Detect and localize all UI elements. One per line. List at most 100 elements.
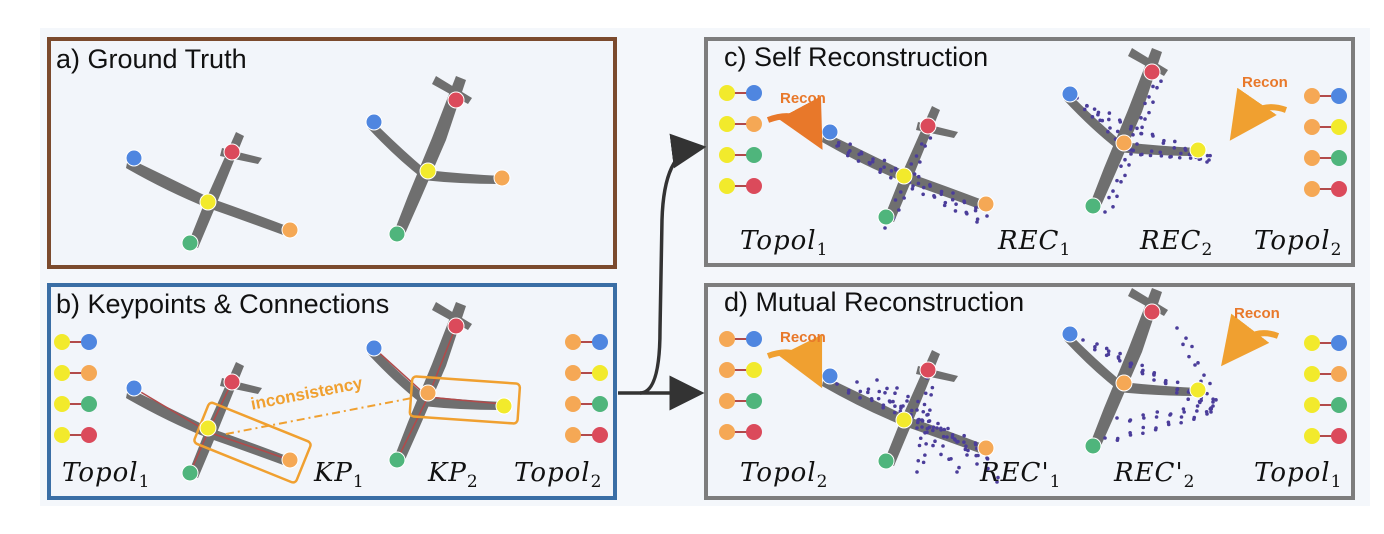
panel-self-reconstruction	[704, 37, 1355, 267]
topology-node-red	[592, 427, 608, 443]
label-kp-2: KP2	[428, 458, 479, 493]
topology-node-yellow	[719, 147, 735, 163]
skeleton-link	[396, 396, 429, 461]
recon-label-c-right: Recon	[1242, 74, 1288, 91]
topology-node-yellow	[54, 427, 70, 443]
inconsistency-box-left	[193, 401, 312, 484]
topology-node-red	[81, 427, 97, 443]
topology-node-yellow	[54, 396, 70, 412]
topology-node-green	[1331, 150, 1347, 166]
keypoint-red	[1143, 303, 1161, 321]
keypoint-yellow	[495, 397, 513, 415]
topology-node-yellow	[1304, 397, 1320, 413]
keypoint-green	[388, 451, 406, 469]
keypoint-blue	[365, 113, 383, 131]
keypoint-blue	[1061, 85, 1079, 103]
panel-title-ground-truth: a) Ground Truth	[56, 44, 247, 74]
topology-node-red	[746, 424, 762, 440]
keypoint-red	[919, 117, 937, 135]
topology-node-blue	[746, 331, 762, 347]
recon-label-d-right: Recon	[1234, 305, 1280, 322]
topology-node-yellow	[1304, 366, 1320, 382]
keypoint-yellow	[1189, 141, 1207, 159]
recon-arrow-c-left	[766, 96, 823, 150]
topology-node-orange	[565, 427, 581, 443]
keypoint-green	[181, 464, 199, 482]
label-topol-2-d: Topol2	[740, 458, 829, 493]
topology-legend-topol1-b	[54, 334, 97, 443]
topology-node-orange	[719, 331, 735, 347]
keypoint-orange	[1115, 134, 1133, 152]
topology-node-orange	[719, 362, 735, 378]
airplane-point-cloud	[822, 106, 988, 222]
topology-node-yellow	[1304, 428, 1320, 444]
keypoint-green	[1084, 437, 1102, 455]
label-topol-1-d: Topol1	[1254, 458, 1343, 493]
topology-node-yellow	[719, 116, 735, 132]
recon-arrow-d-left	[766, 334, 823, 389]
keypoint-orange	[1115, 374, 1133, 392]
skeleton-link	[427, 325, 457, 398]
topology-node-green	[746, 393, 762, 409]
reconstruction-points-rec-prime1	[835, 376, 1000, 484]
topology-node-orange	[565, 365, 581, 381]
topology-node-blue	[746, 85, 762, 101]
topology-node-orange	[1304, 150, 1320, 166]
topology-node-yellow	[719, 178, 735, 194]
keypoint-green	[877, 208, 895, 226]
panel-title-keypoints: b) Keypoints & Connections	[56, 289, 390, 319]
keypoint-yellow	[895, 167, 913, 185]
airplane-point-cloud	[1064, 48, 1198, 208]
inconsistency-box-right	[408, 375, 522, 425]
airplane-point-cloud	[822, 350, 988, 466]
topology-node-orange	[719, 393, 735, 409]
label-topol-2-c: Topol2	[1254, 226, 1343, 261]
keypoint-orange	[419, 384, 437, 402]
topology-node-orange	[565, 334, 581, 350]
keypoint-red	[919, 361, 937, 379]
topology-node-yellow	[746, 362, 762, 378]
topology-legend-topol2-c	[1304, 88, 1347, 197]
panel-ground-truth	[47, 37, 617, 269]
topology-node-yellow	[719, 85, 735, 101]
label-rec-prime-2-d: REC'2	[1114, 458, 1196, 493]
keypoint-green	[877, 452, 895, 470]
flow-arrow-to-self-reconstruction	[618, 133, 707, 395]
keypoint-orange	[977, 439, 995, 457]
keypoint-red	[223, 143, 241, 161]
keypoint-blue	[125, 379, 143, 397]
keypoint-red	[447, 317, 465, 335]
topology-node-blue	[592, 334, 608, 350]
topology-legend-topol2-b	[565, 334, 608, 443]
panel-title-self-reconstruction: c) Self Reconstruction	[724, 42, 989, 72]
topology-node-orange	[1304, 181, 1320, 197]
topology-node-red	[746, 178, 762, 194]
label-topol-1-c: Topol1	[740, 226, 829, 261]
keypoint-yellow	[895, 411, 913, 429]
topology-node-orange	[719, 424, 735, 440]
recon-label-c-left: Recon	[780, 90, 826, 107]
topology-node-red	[1331, 428, 1347, 444]
topology-node-green	[746, 147, 762, 163]
keypoint-blue	[821, 123, 839, 141]
keypoint-green	[1084, 197, 1102, 215]
skeleton-link	[427, 396, 503, 405]
label-rec-prime-1-d: REC'1	[980, 458, 1062, 493]
keypoint-green	[388, 225, 406, 243]
reconstruction-points-rec-prime2	[1081, 326, 1218, 443]
inconsistency-dashed-line	[225, 397, 413, 435]
topology-node-orange	[565, 396, 581, 412]
topology-node-blue	[1331, 335, 1347, 351]
topology-node-yellow	[592, 365, 608, 381]
topology-node-green	[81, 396, 97, 412]
keypoint-yellow	[199, 193, 217, 211]
keypoint-blue	[365, 339, 383, 357]
recon-arrow-d-right	[1221, 313, 1280, 367]
label-rec-1-c: REC1	[998, 226, 1072, 261]
topology-node-orange	[1304, 88, 1320, 104]
keypoint-green	[181, 234, 199, 252]
keypoint-orange	[493, 169, 511, 187]
keypoint-yellow	[419, 162, 437, 180]
